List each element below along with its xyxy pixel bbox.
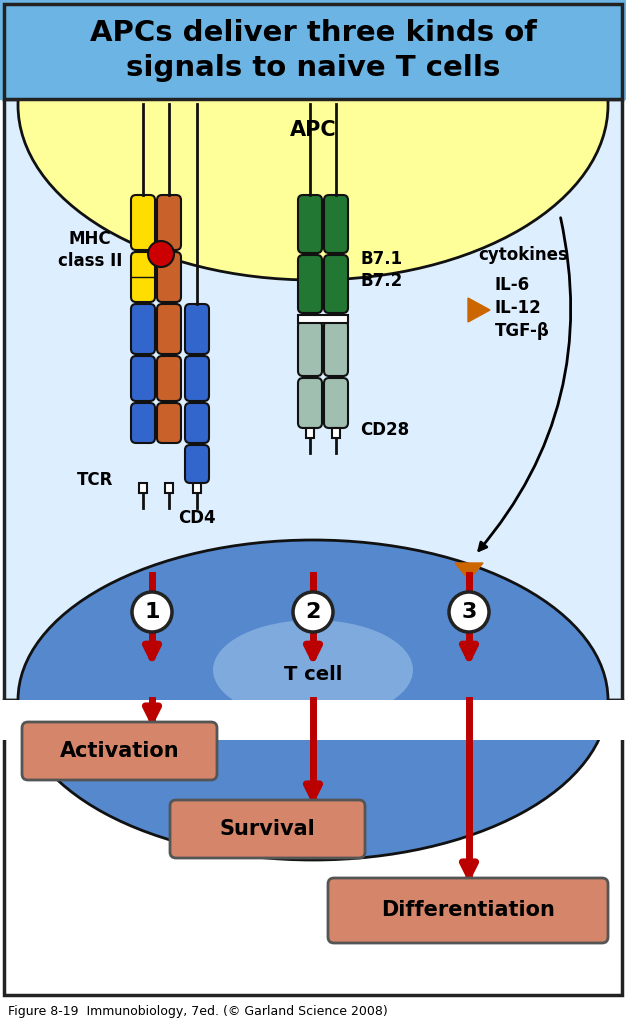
FancyBboxPatch shape <box>324 195 348 253</box>
Text: APCs deliver three kinds of: APCs deliver three kinds of <box>90 19 536 47</box>
Bar <box>306 428 314 438</box>
Text: signals to naive T cells: signals to naive T cells <box>126 54 500 82</box>
FancyBboxPatch shape <box>131 304 155 354</box>
Text: IL-6: IL-6 <box>495 276 530 294</box>
FancyBboxPatch shape <box>157 252 181 302</box>
Text: Figure 8-19  Immunobiology, 7ed. (© Garland Science 2008): Figure 8-19 Immunobiology, 7ed. (© Garla… <box>8 1006 387 1019</box>
Text: 2: 2 <box>305 602 321 622</box>
Bar <box>298 315 348 323</box>
FancyBboxPatch shape <box>328 878 608 943</box>
Circle shape <box>449 592 489 632</box>
Circle shape <box>293 592 333 632</box>
Text: 3: 3 <box>461 602 476 622</box>
Text: T cell: T cell <box>284 666 342 684</box>
Text: Differentiation: Differentiation <box>381 900 555 921</box>
Text: TCR: TCR <box>77 471 113 489</box>
Circle shape <box>132 592 172 632</box>
Bar <box>0 0 626 100</box>
Bar <box>4 700 622 995</box>
FancyBboxPatch shape <box>131 356 155 401</box>
Polygon shape <box>468 298 490 322</box>
Bar <box>4 99 622 700</box>
FancyBboxPatch shape <box>170 800 365 858</box>
Text: Survival: Survival <box>220 819 316 839</box>
Text: CD28: CD28 <box>360 421 409 439</box>
Text: Activation: Activation <box>59 741 179 761</box>
FancyBboxPatch shape <box>157 304 181 354</box>
Text: APC: APC <box>290 120 336 140</box>
FancyBboxPatch shape <box>298 321 322 376</box>
Ellipse shape <box>18 0 608 280</box>
FancyBboxPatch shape <box>131 403 155 443</box>
Text: MHC
class II: MHC class II <box>58 230 122 270</box>
FancyBboxPatch shape <box>298 378 322 428</box>
Bar <box>0 700 626 740</box>
Text: TGF-β: TGF-β <box>495 322 550 340</box>
Text: 1: 1 <box>144 602 160 622</box>
Ellipse shape <box>213 620 413 720</box>
FancyBboxPatch shape <box>185 445 209 483</box>
Bar <box>165 483 173 493</box>
Text: cytokines: cytokines <box>478 246 568 264</box>
Circle shape <box>148 241 174 267</box>
Text: IL-12: IL-12 <box>495 299 541 317</box>
FancyBboxPatch shape <box>324 321 348 376</box>
FancyBboxPatch shape <box>185 403 209 443</box>
FancyBboxPatch shape <box>324 378 348 428</box>
FancyBboxPatch shape <box>185 304 209 354</box>
FancyBboxPatch shape <box>157 356 181 401</box>
FancyBboxPatch shape <box>157 403 181 443</box>
FancyBboxPatch shape <box>131 195 155 250</box>
Polygon shape <box>455 563 483 580</box>
Text: CD4: CD4 <box>178 509 216 527</box>
Text: signals to naive T cells: signals to naive T cells <box>126 54 500 82</box>
Bar <box>4 4 622 99</box>
Bar <box>193 483 201 493</box>
FancyBboxPatch shape <box>324 255 348 313</box>
FancyBboxPatch shape <box>22 722 217 780</box>
FancyBboxPatch shape <box>298 195 322 253</box>
Bar <box>139 483 147 493</box>
FancyBboxPatch shape <box>131 252 155 302</box>
FancyArrowPatch shape <box>479 218 571 551</box>
FancyBboxPatch shape <box>298 255 322 313</box>
FancyBboxPatch shape <box>157 195 181 250</box>
FancyBboxPatch shape <box>185 356 209 401</box>
Text: APCs deliver three kinds of: APCs deliver three kinds of <box>90 19 536 47</box>
Bar <box>332 428 340 438</box>
Ellipse shape <box>18 540 608 860</box>
Text: B7.1
B7.2: B7.1 B7.2 <box>360 250 403 290</box>
Bar <box>4 4 622 99</box>
